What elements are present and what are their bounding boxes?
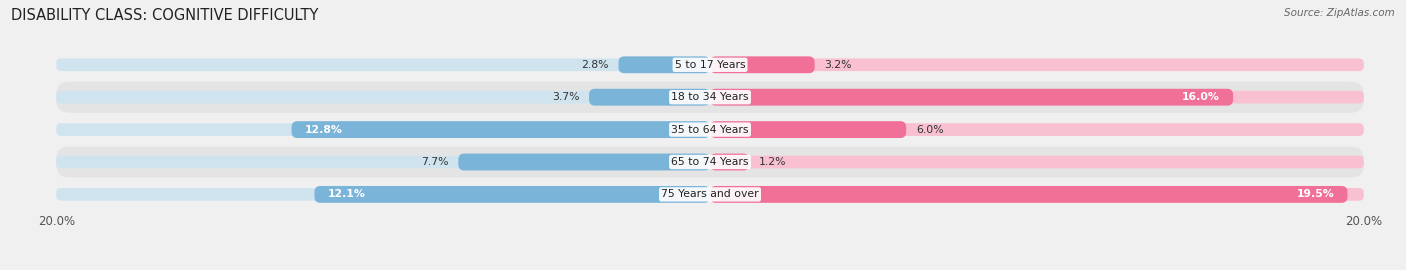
- FancyBboxPatch shape: [56, 123, 710, 136]
- FancyBboxPatch shape: [291, 121, 710, 138]
- FancyBboxPatch shape: [56, 156, 710, 168]
- Text: 12.1%: 12.1%: [328, 189, 366, 200]
- Text: 35 to 64 Years: 35 to 64 Years: [671, 124, 749, 135]
- Text: 19.5%: 19.5%: [1296, 189, 1334, 200]
- FancyBboxPatch shape: [710, 56, 814, 73]
- FancyBboxPatch shape: [56, 188, 710, 201]
- FancyBboxPatch shape: [710, 156, 1364, 168]
- FancyBboxPatch shape: [710, 91, 1364, 103]
- Text: 12.8%: 12.8%: [305, 124, 343, 135]
- FancyBboxPatch shape: [56, 49, 1364, 80]
- FancyBboxPatch shape: [710, 121, 905, 138]
- Text: 3.2%: 3.2%: [824, 60, 852, 70]
- Text: 7.7%: 7.7%: [420, 157, 449, 167]
- FancyBboxPatch shape: [589, 89, 710, 106]
- FancyBboxPatch shape: [710, 59, 1364, 71]
- FancyBboxPatch shape: [315, 186, 710, 203]
- Text: 18 to 34 Years: 18 to 34 Years: [671, 92, 749, 102]
- Text: 16.0%: 16.0%: [1182, 92, 1220, 102]
- FancyBboxPatch shape: [710, 186, 1347, 203]
- Text: 65 to 74 Years: 65 to 74 Years: [671, 157, 749, 167]
- FancyBboxPatch shape: [56, 59, 710, 71]
- Text: DISABILITY CLASS: COGNITIVE DIFFICULTY: DISABILITY CLASS: COGNITIVE DIFFICULTY: [11, 8, 319, 23]
- FancyBboxPatch shape: [56, 91, 710, 103]
- Text: 75 Years and over: 75 Years and over: [661, 189, 759, 200]
- Text: Source: ZipAtlas.com: Source: ZipAtlas.com: [1284, 8, 1395, 18]
- FancyBboxPatch shape: [710, 89, 1233, 106]
- Text: 2.8%: 2.8%: [581, 60, 609, 70]
- FancyBboxPatch shape: [56, 179, 1364, 210]
- FancyBboxPatch shape: [710, 188, 1364, 201]
- Text: 5 to 17 Years: 5 to 17 Years: [675, 60, 745, 70]
- FancyBboxPatch shape: [56, 114, 1364, 145]
- FancyBboxPatch shape: [710, 154, 749, 170]
- FancyBboxPatch shape: [619, 56, 710, 73]
- Legend: Male, Female: Male, Female: [645, 266, 775, 270]
- Text: 6.0%: 6.0%: [915, 124, 943, 135]
- FancyBboxPatch shape: [458, 154, 710, 170]
- Text: 1.2%: 1.2%: [759, 157, 786, 167]
- FancyBboxPatch shape: [56, 146, 1364, 178]
- Text: 3.7%: 3.7%: [551, 92, 579, 102]
- FancyBboxPatch shape: [56, 82, 1364, 113]
- FancyBboxPatch shape: [710, 123, 1364, 136]
